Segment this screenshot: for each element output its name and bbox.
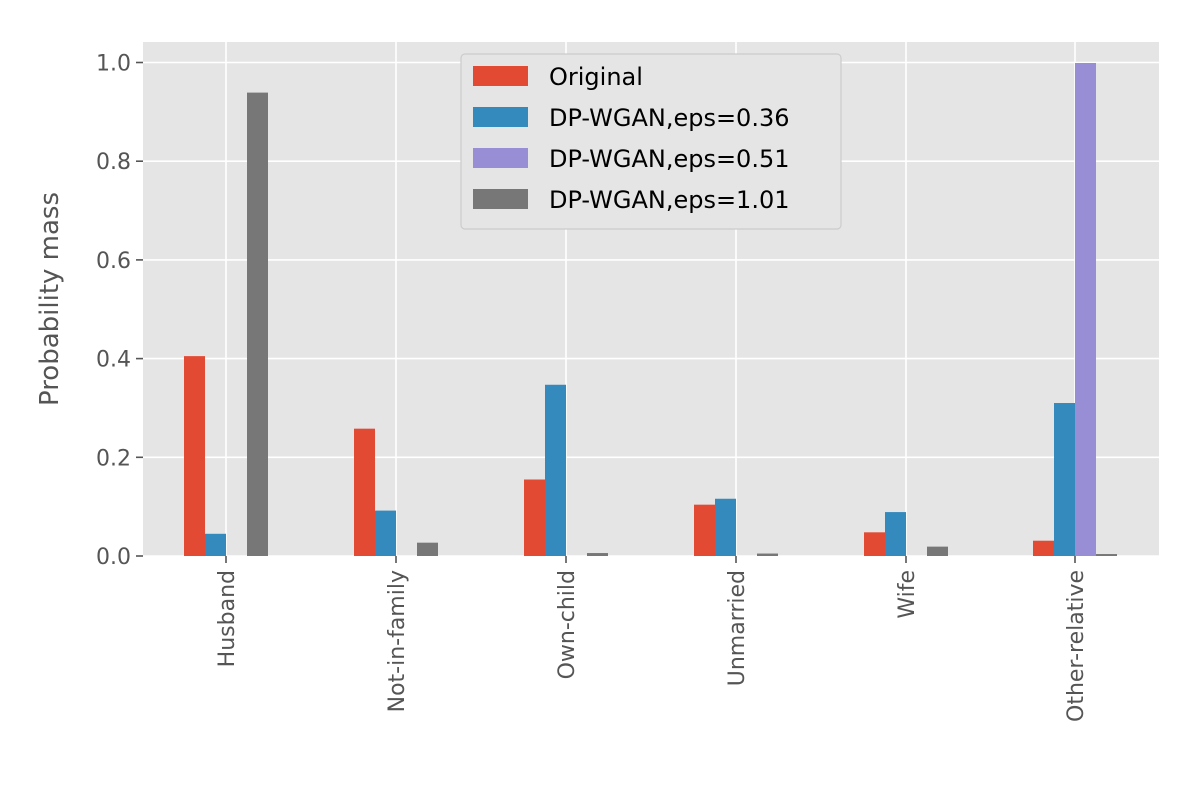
bar-own-child-series-3 xyxy=(587,553,608,556)
x-axis-ticks: Husband Not-in-family Own-child Unmarried Wi… xyxy=(215,556,1089,722)
legend-swatch xyxy=(473,66,528,86)
y-tick-label: 0.0 xyxy=(96,545,131,570)
y-tick-label: 0.2 xyxy=(96,446,131,471)
bar-unmarried-series-3 xyxy=(757,553,778,556)
bar-not-in-family-series-1 xyxy=(375,510,396,556)
x-tick-label-husband: Husband xyxy=(215,570,240,667)
y-axis-label: Probability mass xyxy=(35,192,65,406)
bar-other-relative-series-3 xyxy=(1096,554,1117,556)
y-tick-label: 0.6 xyxy=(96,249,131,274)
legend-label: DP-WGAN,eps=0.36 xyxy=(549,104,790,132)
bar-unmarried-series-0 xyxy=(694,504,715,556)
bar-not-in-family-series-3 xyxy=(417,542,438,556)
legend-box xyxy=(460,53,842,230)
legend: Original DP-WGAN,eps=0.36 DP-WGAN,eps=0.51… xyxy=(460,53,842,230)
bar-husband-series-1 xyxy=(205,533,226,556)
legend-label: Original xyxy=(549,63,643,91)
bar-other-relative-series-1 xyxy=(1054,403,1075,556)
bar-unmarried-series-1 xyxy=(715,498,736,556)
bar-husband-series-3 xyxy=(247,92,268,556)
x-tick-label-not-in-family: Not-in-family xyxy=(385,570,410,712)
bar-husband-series-0 xyxy=(184,356,205,556)
bar-wife-series-1 xyxy=(885,512,906,556)
bar-other-relative-series-0 xyxy=(1033,540,1054,556)
y-tick-label: 1.0 xyxy=(96,52,131,77)
legend-swatch xyxy=(473,189,528,209)
bar-wife-series-3 xyxy=(927,546,948,556)
legend-label: DP-WGAN,eps=0.51 xyxy=(549,145,790,173)
bar-wife-series-0 xyxy=(864,532,885,556)
legend-swatch xyxy=(473,107,528,127)
y-tick-label: 0.8 xyxy=(96,150,131,175)
x-tick-label-wife: Wife xyxy=(895,570,920,619)
bar-own-child-series-1 xyxy=(545,384,566,556)
x-tick-label-own-child: Own-child xyxy=(555,570,580,679)
legend-label: DP-WGAN,eps=1.01 xyxy=(549,186,790,214)
x-tick-label-unmarried: Unmarried xyxy=(725,570,750,686)
bar-other-relative-series-2 xyxy=(1075,62,1096,556)
bar-not-in-family-series-0 xyxy=(354,428,375,556)
y-tick-label: 0.4 xyxy=(96,348,131,373)
bar-own-child-series-0 xyxy=(524,479,545,556)
y-axis-ticks: 0.0 0.2 0.4 0.6 0.8 1.0 xyxy=(96,52,143,570)
x-tick-label-other-relative: Other-relative xyxy=(1064,570,1089,722)
legend-swatch xyxy=(473,148,528,168)
bars-group xyxy=(184,62,1117,556)
